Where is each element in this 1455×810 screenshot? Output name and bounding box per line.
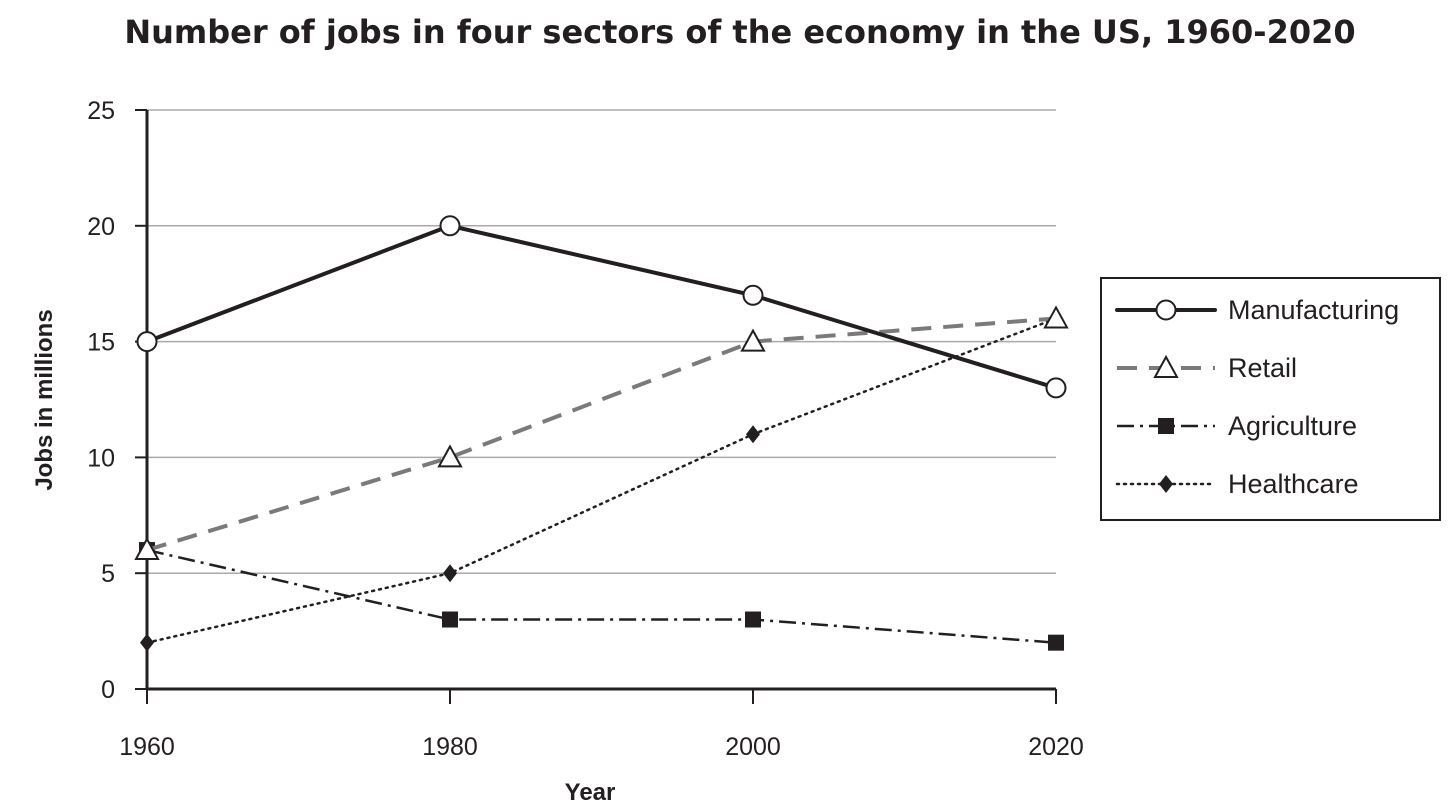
gridlines [147,109,1056,574]
series-retail [134,305,1069,561]
data-point-manufacturing [742,284,764,306]
y-ticks: 0 5 10 15 20 25 [87,97,147,704]
y-tick-label: 15 [87,329,115,357]
series-line-manufacturing [145,223,1058,390]
series-manufacturing [136,215,1067,399]
legend-label: Agriculture [1228,411,1357,441]
legend-label: Retail [1228,353,1297,383]
legend-box [1100,277,1441,521]
legend: Manufacturing Retail Agriculture Healthcare [1100,277,1441,521]
data-point-retail [437,444,463,468]
y-axis-label: Jobs in millions [31,309,58,490]
legend-label: Manufacturing [1228,295,1399,325]
y-tick-label: 5 [101,560,115,588]
y-tick-label: 25 [87,97,115,125]
series-group [134,215,1069,652]
legend-item-healthcare: Healthcare [1115,469,1359,499]
data-point-healthcare [443,564,457,583]
legend-marker [1153,354,1179,378]
legend-marker [1159,475,1173,493]
data-point-agriculture [442,611,458,628]
legend-item-manufacturing: Manufacturing [1115,295,1399,325]
axes [145,110,1056,691]
legend-label: Healthcare [1228,469,1359,499]
y-tick-label: 10 [87,444,115,472]
series-line-retail [146,316,1057,552]
series-agriculture [139,542,1064,651]
data-point-retail [1043,305,1069,329]
data-point-retail [740,328,766,352]
legend-item-agriculture: Agriculture [1117,411,1357,441]
x-axis-label: Year [565,779,616,806]
data-point-healthcare [746,425,760,444]
data-point-manufacturing [136,331,158,353]
data-point-manufacturing [439,215,461,237]
data-point-agriculture [1048,634,1064,651]
series-healthcare [140,309,1063,652]
x-tick-label: 2020 [1028,733,1084,761]
series-line-agriculture [146,548,1057,644]
legend-marker [1158,418,1174,434]
data-point-agriculture [745,611,761,628]
x-ticks: 1960 1980 2000 2020 [119,689,1084,761]
y-tick-label: 0 [101,676,115,704]
x-tick-label: 1980 [422,733,478,761]
data-point-healthcare [140,633,154,652]
y-tick-label: 20 [87,213,115,241]
data-point-retail [134,536,160,561]
legend-marker [1155,299,1177,321]
series-line-healthcare [145,317,1058,644]
x-tick-label: 2000 [725,733,781,761]
data-point-manufacturing [1045,377,1067,399]
chart-title: Number of jobs in four sectors of the ec… [124,13,1355,51]
legend-item-retail: Retail [1117,353,1297,383]
x-tick-label: 1960 [119,733,175,761]
